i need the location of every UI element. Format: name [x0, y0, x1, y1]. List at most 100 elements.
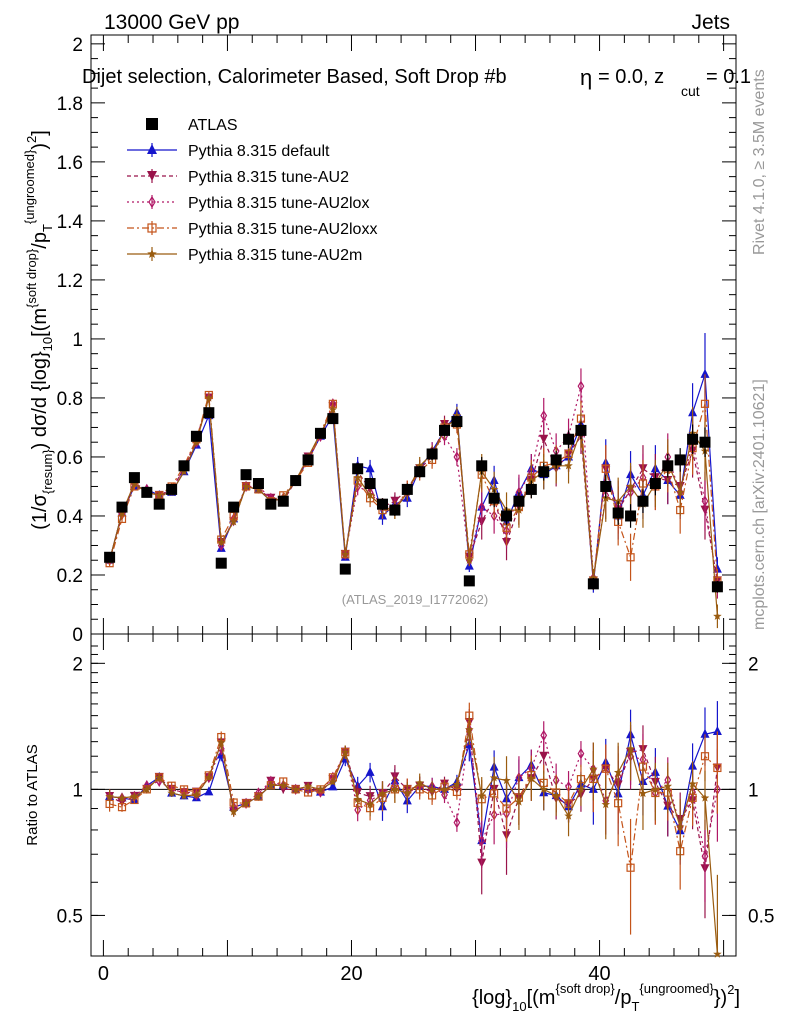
data-point-atlas: [277, 495, 289, 507]
ratio-point-au2loxx: [700, 752, 710, 761]
ylabel-a: (1/σ: [29, 493, 51, 529]
data-point-au2m: [713, 611, 722, 620]
data-point-atlas: [476, 460, 488, 472]
data-point-au2m: [465, 555, 474, 564]
series-line-au2m: [109, 397, 718, 617]
xlabel-c-sup: {ungroomed}: [639, 981, 714, 996]
ratio-y-tick-label: 2: [72, 654, 83, 675]
data-point-atlas: [488, 492, 500, 504]
selection-title-main: Dijet selection, Calorimeter Based, Soft…: [82, 66, 507, 88]
data-point-atlas: [215, 557, 227, 569]
data-point-au2m: [241, 482, 251, 491]
legend-item-default: Pythia 8.315 default: [127, 143, 330, 160]
legend-label: Pythia 8.315 default: [188, 143, 330, 160]
ratio-point-au2m: [279, 780, 288, 789]
ratio-point-au2m: [601, 800, 610, 809]
ratio-point-au2m: [167, 788, 176, 797]
data-point-au2loxx: [601, 464, 610, 473]
selection-beta-text: = 0.0, z: [598, 66, 664, 88]
ratio-point-au2m: [217, 738, 226, 747]
data-point-atlas: [240, 469, 252, 481]
ratio-point-au2m: [341, 747, 350, 756]
legend-item-au2m: Pythia 8.315 tune-AU2m: [127, 247, 362, 264]
ratio-point-au2m: [663, 781, 673, 790]
data-point-atlas: [178, 460, 190, 472]
ratio-point-au2lox: [453, 816, 461, 829]
x-tick-label: 20: [340, 963, 362, 985]
data-point-au2m: [626, 482, 635, 491]
data-point-atlas: [550, 454, 562, 466]
xlabel-a-sub: 10: [512, 999, 526, 1014]
ratio-point-au2m: [192, 790, 201, 799]
data-point-au2m: [675, 487, 685, 496]
legend-label: Pythia 8.315 tune-AU2m: [188, 247, 362, 264]
selection-zcut-val: = 0.1: [706, 66, 751, 88]
main-y-tick-label: 1.4: [57, 212, 84, 233]
data-point-au2m: [353, 473, 362, 482]
data-point-au2m: [341, 549, 350, 558]
data-point-au2m: [229, 517, 238, 526]
data-point-au2m: [328, 405, 338, 414]
ylabel-b-sub: 10: [40, 337, 55, 351]
ratio-series-layer: [105, 701, 722, 958]
ratio-panel-frame: [90, 633, 737, 957]
legend-marker-au2loxx: [147, 223, 157, 233]
data-point-atlas: [166, 483, 178, 495]
ratio-point-au2lox: [701, 850, 709, 862]
ratio-point-au2lox: [478, 834, 486, 847]
data-point-atlas: [525, 483, 537, 495]
data-point-atlas: [600, 480, 612, 492]
selection-beta-glyph: η: [580, 65, 592, 90]
data-point-atlas: [563, 433, 575, 445]
legend-item-au2lox: Pythia 8.315 tune-AU2lox: [127, 195, 369, 212]
data-point-au2lox: [540, 409, 548, 422]
ratio-point-au2m: [427, 784, 437, 793]
ratio-y-tick-label-right: 1: [748, 780, 759, 801]
data-point-au2m: [154, 490, 164, 499]
ratio-y-tick-label: 1: [72, 780, 83, 801]
data-point-atlas: [612, 507, 624, 519]
ylabel-d-sup: {ungroomed}: [22, 149, 37, 224]
data-point-atlas: [314, 427, 326, 439]
ylabel-c: [(m: [29, 308, 51, 337]
data-point-au2m: [564, 461, 573, 470]
data-point-atlas: [203, 407, 215, 419]
ratio-point-au2m: [403, 788, 412, 797]
ratio-point-au2lox: [354, 804, 362, 816]
series-atlas: [104, 407, 723, 593]
series-au2: [105, 393, 722, 593]
ratio-point-au2m: [105, 792, 114, 801]
data-point-atlas: [439, 424, 451, 436]
data-point-atlas: [699, 436, 711, 448]
data-point-atlas: [339, 563, 351, 575]
ratio-point-au2m: [154, 772, 164, 781]
ratio-point-au2loxx: [713, 763, 722, 773]
main-y-tick-label: 0.6: [57, 448, 83, 469]
ratio-point-au2m: [266, 780, 276, 789]
ratio-point-au2m: [527, 774, 536, 783]
legend-label: Pythia 8.315 tune-AU2lox: [188, 195, 369, 212]
ratio-point-au2m: [539, 784, 548, 793]
ratio-point-au2loxx: [117, 803, 127, 812]
data-point-atlas: [376, 498, 388, 510]
series-line-au2lox: [109, 385, 718, 587]
ratio-point-au2lox: [577, 747, 585, 760]
mcplots-label: mcplots.cern.ch [arXiv:2401.10621]: [751, 379, 768, 630]
data-point-au2m: [415, 461, 424, 470]
data-point-atlas: [327, 413, 339, 425]
xlabel-c-sub: T: [631, 999, 639, 1014]
ylabel-c-sup: {soft drop}: [24, 248, 39, 308]
ratio-point-au2m: [130, 791, 139, 800]
ratio-point-default: [700, 728, 710, 738]
legend-item-au2: Pythia 8.315 tune-AU2: [127, 169, 349, 186]
ratio-point-au2m: [502, 776, 511, 785]
main-y-tick-label: 0.2: [57, 566, 83, 587]
legend-item-au2loxx: Pythia 8.315 tune-AU2loxx: [127, 221, 377, 238]
ratio-point-default: [204, 786, 214, 796]
ratio-point-au2m: [179, 791, 189, 800]
main-y-tick-label: 2: [72, 35, 83, 56]
ylabel-b: ) dσ/d {log}: [29, 351, 51, 449]
ratio-point-au2m: [204, 773, 214, 782]
ratio-line-au2m: [109, 729, 718, 955]
